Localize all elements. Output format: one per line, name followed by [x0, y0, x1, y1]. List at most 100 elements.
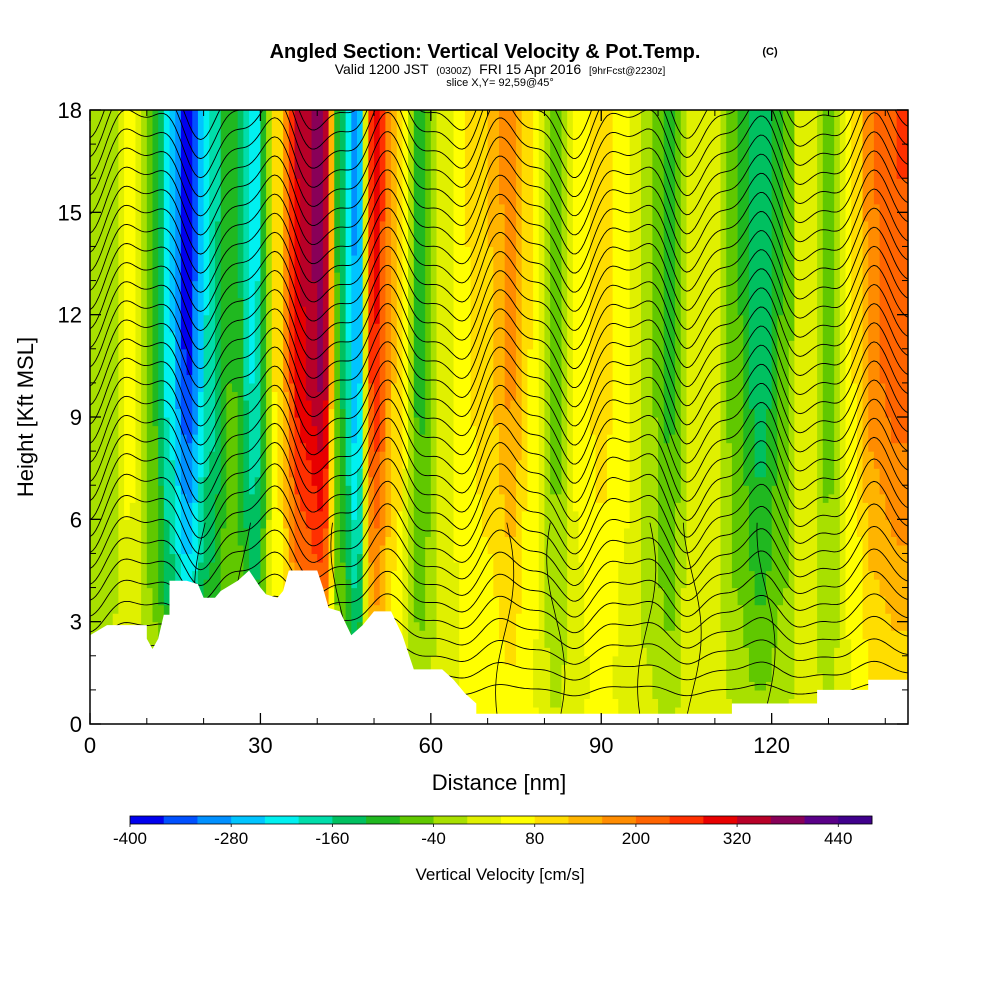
velocity-cell [748, 110, 756, 410]
velocity-cell [516, 613, 523, 724]
isentrope-line [90, 226, 908, 312]
isentrope-line [90, 264, 908, 351]
velocity-cell [879, 596, 886, 724]
velocity-cell [612, 110, 619, 657]
x-tick-label: 0 [84, 733, 96, 758]
velocity-cell [879, 110, 886, 384]
velocity-cell [129, 110, 137, 503]
velocity-cell [339, 110, 347, 410]
velocity-cell [288, 382, 296, 478]
velocity-cell [521, 110, 528, 512]
velocity-cell [629, 110, 636, 724]
velocity-cell [618, 561, 625, 724]
velocity-cell [163, 417, 171, 520]
velocity-cell [356, 553, 364, 623]
y-tick-label: 9 [70, 405, 82, 430]
velocity-cell [192, 434, 199, 503]
velocity-cell [481, 536, 489, 724]
velocity-cell [879, 493, 886, 597]
velocity-cell [754, 476, 761, 606]
velocity-cell [192, 502, 199, 572]
isentrope-line [90, 360, 908, 446]
velocity-cell [351, 587, 358, 648]
velocity-cell [504, 110, 511, 410]
velocity-cell [305, 459, 313, 529]
velocity-cell [305, 110, 313, 401]
velocity-cell [658, 110, 665, 589]
velocity-cell [868, 570, 875, 700]
velocity-cell [317, 391, 324, 452]
velocity-cell [555, 493, 563, 708]
colorbar-swatch [838, 816, 873, 824]
subtitle-utc-time: (0300Z) [436, 66, 471, 77]
velocity-cell [453, 561, 460, 724]
velocity-cell [396, 510, 404, 724]
velocity-cell [851, 382, 858, 724]
velocity-cell [641, 110, 648, 648]
velocity-cell [510, 536, 517, 665]
velocity-cell [896, 544, 903, 631]
colorbar-swatch [433, 816, 468, 824]
velocity-cell [413, 110, 421, 418]
velocity-cell [783, 587, 790, 724]
velocity-cell [851, 110, 858, 384]
colorbar-swatch [366, 816, 401, 824]
colorbar-swatch [298, 816, 333, 824]
velocity-cell [317, 451, 324, 512]
velocity-cell [743, 485, 750, 648]
velocity-cell [425, 110, 432, 537]
isentrope-line [90, 417, 908, 503]
velocity-cell [868, 451, 875, 572]
velocity-cell [652, 698, 659, 724]
velocity-cell [839, 110, 847, 724]
axes: 0 30 60 90 120 0 3 6 9 12 15 18 [58, 98, 908, 758]
velocity-cell [771, 647, 778, 724]
velocity-cell [356, 110, 364, 384]
velocity-cell [862, 638, 869, 724]
velocity-cell [709, 110, 716, 724]
velocity-cell [612, 698, 619, 724]
velocity-cell [464, 246, 472, 724]
isentrope-line [90, 283, 908, 370]
velocity-cell [294, 493, 301, 563]
isentrope-line [90, 169, 908, 255]
velocity-cell [885, 613, 892, 724]
velocity-cell [300, 442, 307, 512]
velocity-cell [760, 110, 767, 478]
velocity-cell [186, 553, 193, 606]
velocity-cell [311, 425, 318, 486]
velocity-cell [481, 110, 489, 537]
velocity-cell [777, 604, 784, 724]
velocity-cell [748, 570, 756, 682]
velocity-cell [175, 408, 182, 486]
velocity-cell [516, 459, 523, 614]
velocity-cell [214, 110, 222, 222]
velocity-cell [697, 110, 705, 724]
colorbar-swatch [568, 816, 603, 824]
velocity-cell [317, 110, 324, 393]
velocity-cell [186, 442, 193, 503]
velocity-cell [135, 110, 142, 724]
velocity-cell [499, 638, 506, 724]
y-tick-label: 6 [70, 507, 82, 532]
velocity-cell [663, 630, 671, 724]
velocity-cell [606, 110, 614, 435]
velocity-cell [538, 110, 546, 724]
velocity-cell [368, 110, 375, 384]
velocity-cell [305, 399, 313, 461]
velocity-cell [646, 110, 653, 665]
velocity-cell [95, 110, 102, 691]
velocity-cell [726, 698, 733, 724]
velocity-cell [800, 110, 807, 724]
velocity-cell [158, 485, 165, 606]
velocity-cell [572, 510, 580, 724]
isentrope-line [90, 110, 908, 179]
velocity-cell [885, 519, 892, 614]
isentrope-line [90, 398, 908, 484]
velocity-cell [379, 220, 386, 452]
colorbar-swatch [231, 816, 266, 824]
velocity-cell [561, 110, 568, 665]
velocity-cell [186, 110, 193, 375]
velocity-cell [169, 110, 176, 333]
velocity-cell [737, 604, 744, 724]
